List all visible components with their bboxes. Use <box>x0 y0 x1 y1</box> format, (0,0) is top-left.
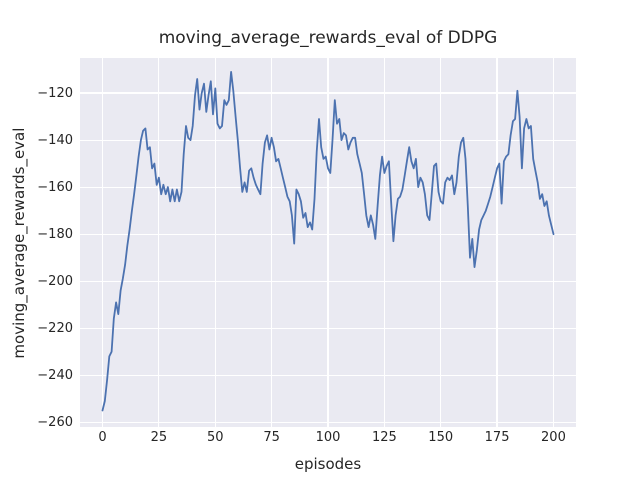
x-tick-label: 100 <box>315 430 341 445</box>
x-axis-label: episodes <box>294 455 362 473</box>
y-gridline <box>80 374 576 376</box>
y-gridline <box>80 186 576 188</box>
x-tick-label: 175 <box>484 430 510 445</box>
y-tick-label: −120 <box>37 85 73 101</box>
x-tick-label: 150 <box>428 430 454 445</box>
y-gridline <box>80 327 576 329</box>
x-tick-label: 200 <box>541 430 566 445</box>
x-tick-label: 75 <box>263 430 280 445</box>
y-gridline <box>80 139 576 141</box>
x-tick-label: 0 <box>98 430 107 445</box>
y-tick-label: −240 <box>37 367 73 383</box>
x-gridline <box>496 57 498 428</box>
y-tick-label: −220 <box>37 320 73 336</box>
y-tick-label: −200 <box>37 273 73 289</box>
y-gridline <box>80 92 576 94</box>
y-gridline <box>80 280 576 282</box>
y-tick-label: −260 <box>37 414 73 430</box>
y-tick-label: −160 <box>37 179 73 195</box>
x-gridline <box>271 57 273 428</box>
x-gridline <box>158 57 160 428</box>
x-gridline <box>383 57 385 428</box>
x-gridline <box>440 57 442 428</box>
x-tick-label: 50 <box>206 430 224 445</box>
y-tick-label: −180 <box>37 226 73 242</box>
chart-title: moving_average_rewards_eval of DDPG <box>158 28 498 48</box>
x-tick-label: 25 <box>150 430 168 445</box>
x-tick-label: 125 <box>371 430 397 445</box>
x-gridline <box>327 57 329 428</box>
y-gridline <box>80 421 576 423</box>
y-tick-label: −140 <box>37 132 73 148</box>
plot-area <box>80 57 576 428</box>
x-gridline <box>552 57 555 428</box>
y-gridline <box>80 233 576 235</box>
x-gridline <box>214 57 216 428</box>
x-gridline <box>101 57 104 428</box>
